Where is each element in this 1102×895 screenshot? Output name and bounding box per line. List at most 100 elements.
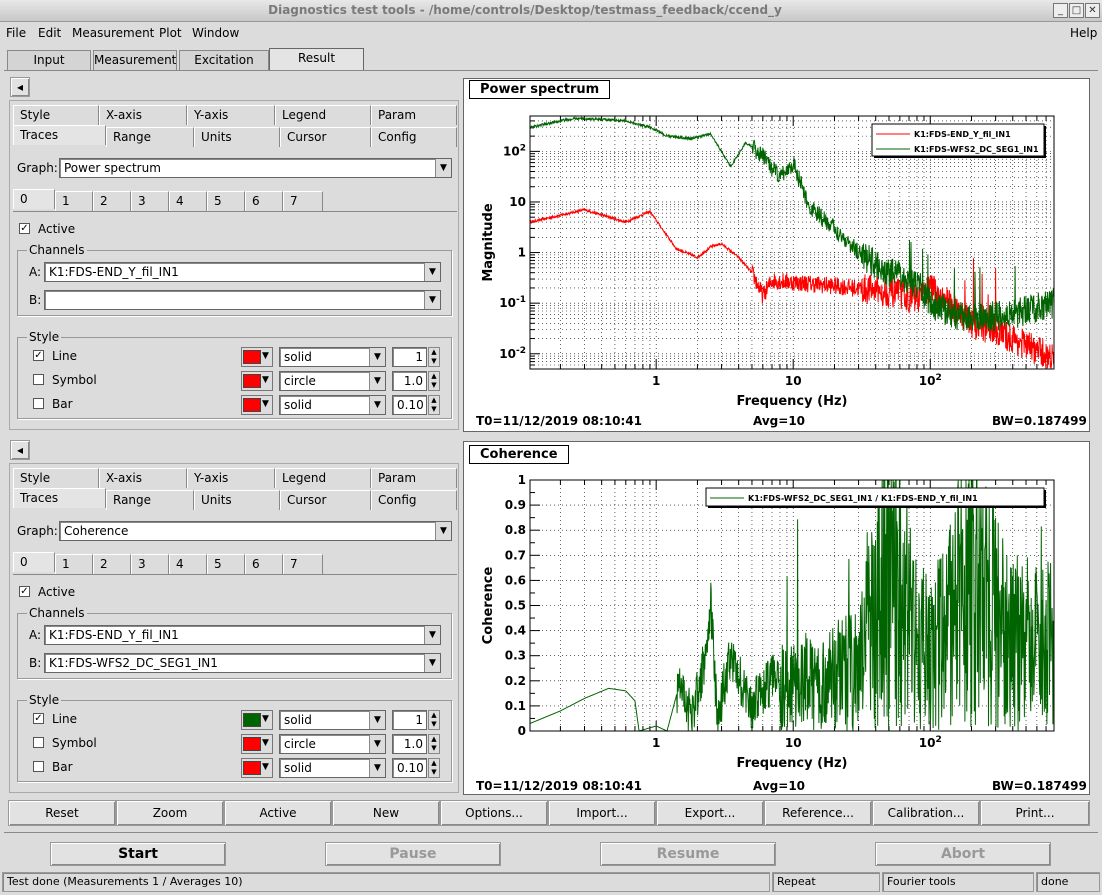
trace-tab-1[interactable]: 1 <box>55 554 93 574</box>
tab-style[interactable]: Style <box>13 105 99 125</box>
menu-window[interactable]: Window <box>192 26 240 40</box>
line-width-stepper[interactable]: ▲ ▼ <box>428 347 440 367</box>
tab-param[interactable]: Param <box>371 105 457 125</box>
line-width-input[interactable]: 1 <box>392 710 427 730</box>
trace-tab-7[interactable]: 7 <box>283 554 323 574</box>
channel-a-select[interactable]: K1:FDS-END_Y_fil_IN1 ▼ <box>44 625 441 645</box>
symbol-style-select[interactable]: circle ▼ <box>279 734 386 754</box>
trace-tab-0[interactable]: 0 <box>13 552 55 572</box>
chevron-down-icon[interactable]: ▼ <box>369 372 385 390</box>
tab-range[interactable]: Range <box>106 490 194 510</box>
tab-y-axis[interactable]: Y-axis <box>187 105 275 125</box>
symbol-size-input[interactable]: 1.0 <box>392 371 427 391</box>
active-button[interactable]: Active <box>224 800 332 826</box>
trace-tab-2[interactable]: 2 <box>93 554 131 574</box>
trace-tab-4[interactable]: 4 <box>169 554 207 574</box>
bar-checkbox[interactable] <box>33 761 44 772</box>
chevron-down-icon[interactable]: ▼ <box>424 654 440 672</box>
menu-measurement[interactable]: Measurement <box>72 26 155 40</box>
bar-width-stepper[interactable]: ▲ ▼ <box>428 758 440 778</box>
collapse-button[interactable]: ◂ <box>10 77 30 97</box>
bar-width-input[interactable]: 0.10 <box>392 395 427 415</box>
symbol-size-input[interactable]: 1.0 <box>392 734 427 754</box>
symbol-color-picker[interactable]: ▼ <box>241 734 273 754</box>
menu-file[interactable]: File <box>6 26 27 40</box>
tab-units[interactable]: Units <box>194 127 280 147</box>
graph-select[interactable]: Coherence ▼ <box>59 521 452 541</box>
line-width-stepper[interactable]: ▲ ▼ <box>428 710 440 730</box>
tab-result[interactable]: Result <box>269 48 364 70</box>
tab-legend[interactable]: Legend <box>275 105 371 125</box>
trace-tab-1[interactable]: 1 <box>55 191 93 211</box>
coherence-plot[interactable]: Coherence 1 10 102 0 0.1 0.2 0.3 0.4 0.5 0.6 0.7 0.… <box>463 441 1090 795</box>
bar-width-input[interactable]: 0.10 <box>392 758 427 778</box>
tab-cursor[interactable]: Cursor <box>280 127 371 147</box>
bar-style-select[interactable]: solid ▼ <box>279 758 386 778</box>
channel-b-select[interactable]: K1:FDS-WFS2_DC_SEG1_IN1 ▼ <box>44 653 441 673</box>
bar-color-picker[interactable]: ▼ <box>241 395 273 415</box>
channel-a-select[interactable]: K1:FDS-END_Y_fil_IN1 ▼ <box>44 262 441 282</box>
tab-y-axis[interactable]: Y-axis <box>187 468 275 488</box>
new-button[interactable]: New <box>332 800 440 826</box>
line-style-select[interactable]: solid ▼ <box>279 710 386 730</box>
print-button[interactable]: Print... <box>980 800 1090 826</box>
tab-measurement[interactable]: Measurement <box>93 50 177 70</box>
options-button[interactable]: Options... <box>440 800 548 826</box>
tab-x-axis[interactable]: X-axis <box>99 105 187 125</box>
chevron-down-icon[interactable]: ▼ <box>369 759 385 777</box>
reset-button[interactable]: Reset <box>8 800 116 826</box>
chevron-down-icon[interactable]: ▼ <box>424 263 440 281</box>
bar-checkbox[interactable] <box>33 398 44 409</box>
line-style-select[interactable]: solid ▼ <box>279 347 386 367</box>
symbol-color-picker[interactable]: ▼ <box>241 371 273 391</box>
trace-tab-5[interactable]: 5 <box>207 191 245 211</box>
chevron-down-icon[interactable]: ▼ <box>424 291 440 309</box>
symbol-style-select[interactable]: circle ▼ <box>279 371 386 391</box>
export-button[interactable]: Export... <box>656 800 764 826</box>
trace-tab-5[interactable]: 5 <box>207 554 245 574</box>
line-color-picker[interactable]: ▼ <box>241 347 273 367</box>
trace-tab-3[interactable]: 3 <box>131 191 169 211</box>
line-checkbox[interactable]: ✓ <box>33 713 44 724</box>
abort-button[interactable]: Abort <box>875 842 1051 866</box>
tab-traces[interactable]: Traces <box>13 125 106 145</box>
chevron-down-icon[interactable]: ▼ <box>369 711 385 729</box>
tab-units[interactable]: Units <box>194 490 280 510</box>
symbol-size-stepper[interactable]: ▲ ▼ <box>428 734 440 754</box>
tab-config[interactable]: Config <box>371 490 457 510</box>
reference-button[interactable]: Reference... <box>764 800 872 826</box>
trace-tab-2[interactable]: 2 <box>93 191 131 211</box>
menu-edit[interactable]: Edit <box>38 26 62 40</box>
import-button[interactable]: Import... <box>548 800 656 826</box>
menu-plot[interactable]: Plot <box>159 26 182 40</box>
tab-param[interactable]: Param <box>371 468 457 488</box>
trace-tab-6[interactable]: 6 <box>245 191 283 211</box>
resume-button[interactable]: Resume <box>600 842 776 866</box>
symbol-checkbox[interactable] <box>33 737 44 748</box>
bar-color-picker[interactable]: ▼ <box>241 758 273 778</box>
bar-style-select[interactable]: solid ▼ <box>279 395 386 415</box>
menu-help[interactable]: Help <box>1070 26 1098 40</box>
tab-style[interactable]: Style <box>13 468 99 488</box>
close-button[interactable]: ✕ <box>1085 3 1100 18</box>
chevron-down-icon[interactable]: ▼ <box>435 522 451 540</box>
tab-config[interactable]: Config <box>371 127 457 147</box>
start-button[interactable]: Start <box>50 842 226 866</box>
tab-input[interactable]: Input <box>7 50 91 70</box>
tab-cursor[interactable]: Cursor <box>280 490 371 510</box>
tab-traces[interactable]: Traces <box>13 488 106 508</box>
channel-b-select[interactable]: ▼ <box>44 290 441 310</box>
symbol-size-stepper[interactable]: ▲ ▼ <box>428 371 440 391</box>
line-checkbox[interactable]: ✓ <box>33 350 44 361</box>
line-width-input[interactable]: 1 <box>392 347 427 367</box>
trace-tab-4[interactable]: 4 <box>169 191 207 211</box>
trace-tab-7[interactable]: 7 <box>283 191 323 211</box>
active-checkbox[interactable]: ✓ <box>19 586 30 597</box>
minimize-button[interactable]: _ <box>1053 3 1068 18</box>
collapse-button[interactable]: ◂ <box>10 440 30 460</box>
maximize-button[interactable]: □ <box>1069 3 1084 18</box>
bar-width-stepper[interactable]: ▲ ▼ <box>428 395 440 415</box>
chevron-down-icon[interactable]: ▼ <box>435 159 451 177</box>
chevron-down-icon[interactable]: ▼ <box>369 348 385 366</box>
chevron-down-icon[interactable]: ▼ <box>369 396 385 414</box>
